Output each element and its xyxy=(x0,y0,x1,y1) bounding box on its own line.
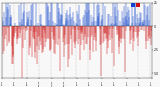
Bar xyxy=(136,3,140,7)
Bar xyxy=(131,3,135,7)
